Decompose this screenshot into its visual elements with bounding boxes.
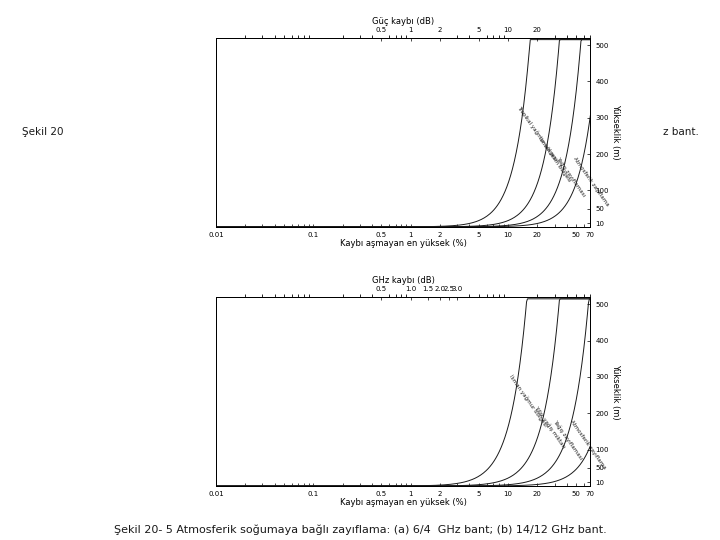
Text: İlıman yağmur bölgesi: İlıman yağmur bölgesi: [508, 374, 548, 428]
Text: Yağış zayıflaması: Yağış zayıflaması: [552, 419, 583, 461]
Y-axis label: Yükseklik (m): Yükseklik (m): [611, 104, 620, 160]
Text: Şekil 20: Şekil 20: [22, 127, 63, 137]
Y-axis label: Yükseklik (m): Yükseklik (m): [611, 363, 620, 420]
X-axis label: Kaybı aşmayan en yüksek (%): Kaybı aşmayan en yüksek (%): [340, 239, 467, 248]
X-axis label: Kaybı aşmayan en yüksek (%): Kaybı aşmayan en yüksek (%): [340, 498, 467, 507]
Text: Tropikal yağmur bölgesi: Tropikal yağmur bölgesi: [516, 104, 558, 161]
Text: İlıman iklim bölgesi: İlıman iklim bölgesi: [537, 136, 573, 183]
X-axis label: GHz kaybı (dB): GHz kaybı (dB): [372, 276, 435, 285]
Text: Atmosferik zayıflama: Atmosferik zayıflama: [572, 156, 610, 207]
Text: Yağış zayıflaması: Yağış zayıflaması: [554, 156, 586, 198]
Text: Atmosferik zayıflama: Atmosferik zayıflama: [569, 418, 606, 470]
Text: Yıllık yağış miktarı: Yıllık yağış miktarı: [533, 406, 567, 450]
Text: z bant.: z bant.: [662, 127, 698, 137]
Text: Şekil 20- 5 Atmosferik soğumaya bağlı zayıflama: (a) 6/4  GHz bant; (b) 14/12 GH: Şekil 20- 5 Atmosferik soğumaya bağlı za…: [114, 524, 606, 535]
X-axis label: Güç kaybı (dB): Güç kaybı (dB): [372, 17, 434, 26]
